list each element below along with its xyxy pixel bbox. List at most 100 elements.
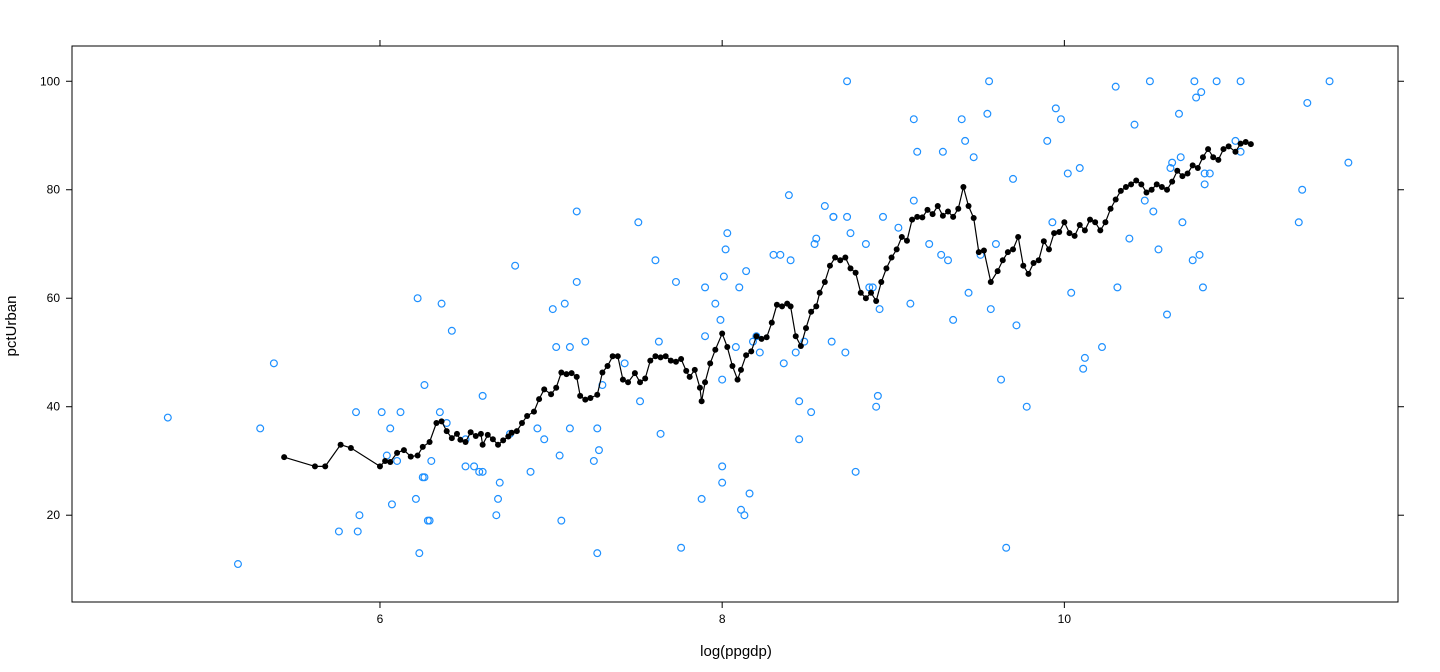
- data-point-86: [779, 359, 788, 368]
- data-point-79: [742, 267, 751, 276]
- smooth-point-100: [862, 295, 869, 302]
- smooth-point-74: [734, 376, 741, 383]
- data-point-175: [1303, 98, 1312, 107]
- smooth-point-2: [322, 463, 329, 470]
- data-point-3: [269, 359, 278, 368]
- smooth-point-90: [813, 303, 820, 310]
- smooth-point-158: [1164, 186, 1171, 193]
- data-point-0: [163, 413, 172, 422]
- smooth-point-9: [400, 447, 407, 454]
- smooth-point-1: [311, 463, 318, 470]
- data-point-165: [1198, 283, 1207, 292]
- smooth-point-67: [698, 398, 705, 405]
- data-point-167: [1200, 169, 1209, 178]
- smooth-point-16: [443, 428, 450, 435]
- data-point-103: [846, 229, 855, 238]
- smooth-point-167: [1210, 154, 1217, 161]
- smooth-point-10: [407, 453, 414, 460]
- data-point-62: [671, 277, 680, 286]
- smooth-point-59: [662, 353, 669, 360]
- data-point-59: [651, 256, 660, 265]
- data-point-111: [878, 212, 887, 221]
- smooth-point-152: [1133, 177, 1140, 184]
- data-point-110: [875, 305, 884, 314]
- data-point-7: [355, 511, 364, 520]
- data-point-149: [1130, 120, 1139, 129]
- y-tick-label-2: 60: [47, 291, 61, 305]
- smooth-point-125: [994, 268, 1001, 275]
- smooth-point-121: [970, 214, 977, 221]
- data-point-61: [656, 429, 665, 438]
- data-point-100: [841, 348, 850, 357]
- smooth-point-28: [500, 437, 507, 444]
- smooth-point-109: [909, 216, 916, 223]
- smooth-point-25: [484, 431, 491, 438]
- data-point-74: [723, 229, 732, 238]
- x-tick-label-1: 8: [719, 612, 726, 626]
- smooth-point-69: [707, 360, 714, 367]
- data-point-105: [861, 239, 870, 248]
- smooth-point-134: [1040, 238, 1047, 245]
- data-point-159: [1178, 218, 1187, 227]
- data-point-141: [1067, 288, 1076, 297]
- data-point-44: [557, 516, 566, 525]
- smooth-point-129: [1015, 233, 1022, 240]
- data-point-57: [634, 218, 643, 227]
- smooth-point-83: [779, 303, 786, 310]
- smooth-point-161: [1179, 173, 1186, 180]
- data-point-23: [435, 408, 444, 417]
- smooth-point-43: [577, 392, 584, 399]
- smooth-point-99: [857, 289, 864, 296]
- data-point-172: [1236, 77, 1245, 86]
- data-point-2: [256, 424, 265, 433]
- smooth-point-56: [647, 357, 654, 364]
- smooth-point-79: [758, 335, 765, 342]
- smooth-point-154: [1143, 189, 1150, 196]
- data-point-42: [552, 343, 561, 352]
- data-point-142: [1075, 164, 1084, 173]
- data-point-84: [769, 250, 778, 259]
- smooth-point-91: [816, 289, 823, 296]
- smooth-point-126: [999, 257, 1006, 264]
- smooth-point-142: [1081, 227, 1088, 234]
- smooth-point-64: [686, 373, 693, 380]
- smooth-point-150: [1122, 184, 1129, 191]
- y-tick-label-4: 100: [40, 74, 60, 88]
- smooth-point-89: [808, 308, 815, 315]
- smooth-point-116: [945, 208, 952, 215]
- data-point-39: [533, 424, 542, 433]
- smooth-point-27: [495, 441, 502, 448]
- data-point-93: [807, 408, 816, 417]
- data-point-108: [872, 402, 881, 411]
- smooth-point-153: [1138, 181, 1145, 188]
- smooth-point-164: [1194, 165, 1201, 172]
- smooth-point-75: [737, 366, 744, 373]
- data-point-40: [540, 435, 549, 444]
- smooth-point-122: [975, 249, 982, 256]
- smooth-point-72: [724, 344, 731, 351]
- smooth-point-128: [1010, 246, 1017, 253]
- data-point-11: [387, 500, 396, 509]
- smooth-point-4: [347, 444, 354, 451]
- data-point-67: [711, 299, 720, 308]
- data-point-75: [731, 343, 740, 352]
- data-point-112: [894, 223, 903, 232]
- smooth-point-143: [1087, 216, 1094, 223]
- smooth-point-149: [1117, 187, 1124, 194]
- smooth-line-layer: [281, 139, 1254, 470]
- data-point-138: [1051, 104, 1060, 113]
- data-point-147: [1113, 283, 1122, 292]
- data-point-117: [925, 239, 934, 248]
- data-point-115: [909, 115, 918, 124]
- smooth-point-73: [729, 363, 736, 370]
- smooth-point-106: [893, 246, 900, 253]
- smooth-point-68: [702, 379, 709, 386]
- smooth-point-12: [419, 443, 426, 450]
- plot-frame-layer: [71, 45, 1399, 603]
- smooth-point-114: [934, 203, 941, 210]
- smooth-point-52: [625, 379, 632, 386]
- smooth-point-110: [914, 213, 921, 220]
- data-point-22: [427, 456, 436, 465]
- smooth-point-130: [1020, 262, 1027, 269]
- y-tick-label-1: 40: [47, 400, 61, 414]
